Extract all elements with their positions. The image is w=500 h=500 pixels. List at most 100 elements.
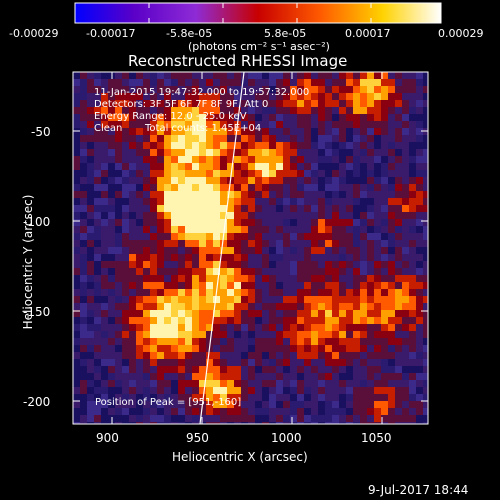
image-pixel [262, 86, 269, 93]
image-pixel [283, 324, 290, 331]
image-pixel [409, 422, 416, 424]
image-pixel [115, 191, 122, 198]
image-pixel [94, 177, 101, 184]
image-pixel [360, 233, 367, 240]
image-pixel [213, 268, 220, 275]
image-pixel [423, 268, 428, 275]
image-pixel [388, 408, 395, 415]
image-pixel [409, 233, 416, 240]
image-pixel [367, 100, 374, 107]
image-pixel [311, 282, 318, 289]
image-pixel [381, 303, 388, 310]
image-pixel [115, 366, 122, 373]
image-pixel [206, 310, 213, 317]
image-pixel [213, 100, 220, 107]
image-pixel [101, 408, 108, 415]
image-pixel [395, 352, 402, 359]
image-pixel [255, 373, 262, 380]
image-pixel [346, 296, 353, 303]
image-pixel [206, 142, 213, 149]
image-pixel [374, 261, 381, 268]
image-pixel [108, 275, 115, 282]
image-pixel [220, 345, 227, 352]
image-pixel [325, 282, 332, 289]
image-pixel [353, 268, 360, 275]
image-pixel [220, 219, 227, 226]
image-pixel [304, 156, 311, 163]
image-pixel [402, 338, 409, 345]
image-pixel [129, 275, 136, 282]
image-pixel [381, 163, 388, 170]
image-pixel [73, 142, 80, 149]
image-pixel [416, 331, 423, 338]
image-pixel [276, 338, 283, 345]
image-pixel [241, 107, 248, 114]
image-pixel [136, 317, 143, 324]
image-pixel [199, 233, 206, 240]
image-pixel [325, 380, 332, 387]
image-pixel [416, 121, 423, 128]
image-pixel [276, 219, 283, 226]
image-pixel [192, 163, 199, 170]
image-pixel [220, 177, 227, 184]
image-pixel [227, 107, 234, 114]
image-pixel [241, 93, 248, 100]
image-pixel [199, 121, 206, 128]
image-pixel [213, 184, 220, 191]
image-pixel [185, 198, 192, 205]
image-pixel [402, 422, 409, 424]
image-pixel [164, 324, 171, 331]
image-pixel [73, 149, 80, 156]
image-pixel [353, 184, 360, 191]
image-pixel [213, 212, 220, 219]
image-pixel [339, 352, 346, 359]
image-pixel [87, 212, 94, 219]
image-pixel [423, 233, 428, 240]
image-pixel [115, 345, 122, 352]
image-pixel [94, 394, 101, 401]
image-pixel [388, 86, 395, 93]
image-pixel [325, 338, 332, 345]
image-pixel [346, 366, 353, 373]
image-pixel [129, 121, 136, 128]
image-pixel [339, 324, 346, 331]
image-pixel [269, 366, 276, 373]
image-pixel [171, 184, 178, 191]
image-pixel [220, 408, 227, 415]
image-pixel [171, 121, 178, 128]
image-pixel [143, 310, 150, 317]
image-pixel [297, 261, 304, 268]
image-pixel [178, 86, 185, 93]
colorbar-ticks [74, 3, 442, 23]
image-pixel [234, 324, 241, 331]
image-pixel [402, 191, 409, 198]
image-pixel [192, 233, 199, 240]
image-pixel [87, 247, 94, 254]
image-pixel [234, 240, 241, 247]
annotation-peak: Position of Peak = [951,-160] [95, 397, 242, 408]
image-pixel [360, 156, 367, 163]
image-pixel [304, 226, 311, 233]
image-pixel [150, 345, 157, 352]
image-pixel [353, 303, 360, 310]
image-pixel [80, 135, 87, 142]
image-pixel [311, 310, 318, 317]
image-pixel [178, 366, 185, 373]
image-pixel [213, 359, 220, 366]
image-pixel [80, 191, 87, 198]
image-pixel [143, 226, 150, 233]
image-pixel [129, 128, 136, 135]
image-pixel [150, 254, 157, 261]
image-pixel [199, 345, 206, 352]
image-pixel [283, 247, 290, 254]
image-pixel [283, 338, 290, 345]
image-pixel [171, 352, 178, 359]
image-pixel [374, 93, 381, 100]
image-pixel [374, 100, 381, 107]
image-pixel [108, 156, 115, 163]
image-pixel [171, 415, 178, 422]
image-pixel [136, 184, 143, 191]
image-pixel [262, 247, 269, 254]
image-pixel [94, 163, 101, 170]
image-pixel [304, 212, 311, 219]
